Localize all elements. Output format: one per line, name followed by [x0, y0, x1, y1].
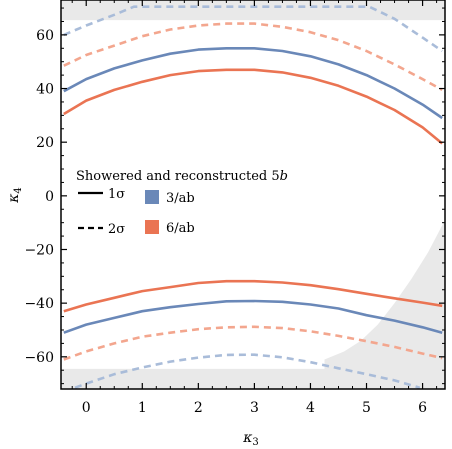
series-group — [63, 5, 444, 389]
y-tick-label: 40 — [36, 82, 54, 98]
x-tick-label: 2 — [194, 400, 203, 416]
x-tick-label: 6 — [418, 400, 427, 416]
series-3ab-2sigma-lower — [74, 353, 421, 389]
series-6ab-1sigma-upper — [63, 68, 444, 145]
legend-6ab-label: 6/ab — [166, 221, 195, 236]
excluded-regions — [61, 0, 445, 389]
excluded-band-top — [61, 0, 445, 21]
y-tick-label: 60 — [36, 28, 54, 44]
plot-frame — [60, 0, 446, 390]
y-axis: −60 −40 −20 0 20 40 60 — [24, 7, 445, 385]
x-tick-label: 5 — [362, 400, 371, 416]
x-tick-label: 3 — [250, 400, 259, 416]
x-tick-label: 1 — [138, 400, 147, 416]
series-6ab-2sigma-lower — [63, 325, 443, 361]
legend-title: Showered and reconstructed 5b — [76, 169, 288, 184]
legend: Showered and reconstructed 5b 1σ 2σ 3/ab… — [76, 169, 288, 237]
y-tick-label: 20 — [36, 135, 54, 151]
x-tick-label: 4 — [306, 400, 315, 416]
legend-1sigma-label: 1σ — [108, 187, 125, 202]
series-3ab-2sigma-upper — [63, 5, 443, 53]
y-axis-title: κ4 — [6, 187, 24, 204]
legend-2sigma-label: 2σ — [108, 222, 125, 237]
x-axis-title: κ3 — [242, 430, 259, 448]
x-tick-label: 0 — [82, 400, 91, 416]
series-3ab-1sigma-upper — [63, 46, 443, 120]
legend-swatch-6ab — [145, 220, 159, 234]
y-tick-label: −40 — [24, 296, 54, 312]
legend-3ab-label: 3/ab — [166, 191, 195, 206]
y-tick-label: −20 — [24, 242, 54, 258]
y-tick-label: 0 — [45, 189, 54, 205]
x-axis: 0 1 2 3 4 5 6 — [71, 0, 438, 416]
series-3ab-1sigma-lower — [63, 299, 443, 334]
series-6ab-1sigma-lower — [63, 279, 443, 313]
legend-swatch-3ab — [145, 190, 159, 204]
y-tick-label: −60 — [24, 350, 54, 366]
series-6ab-2sigma-upper — [63, 22, 443, 92]
excluded-region-lower-right — [324, 219, 445, 389]
